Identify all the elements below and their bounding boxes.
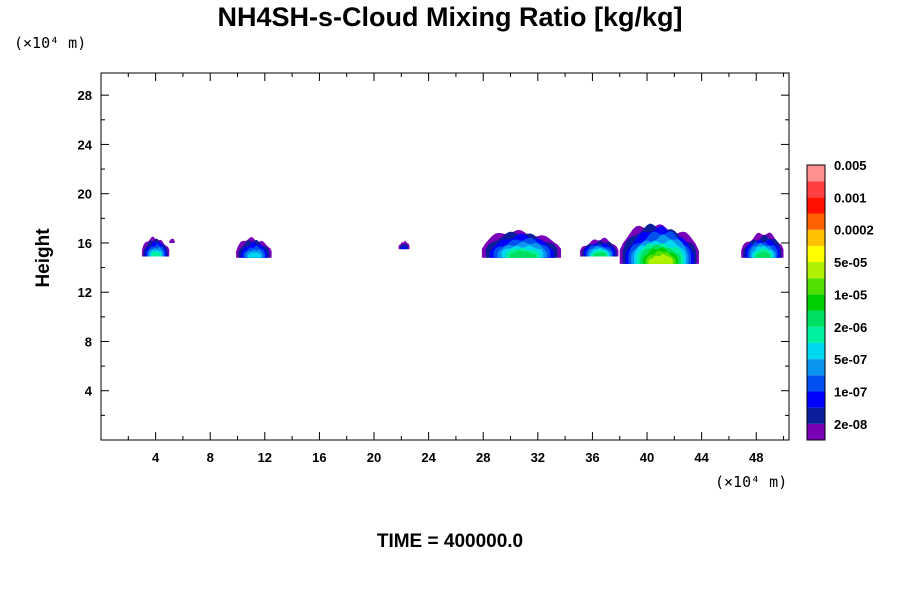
colorbar-swatch [807,310,825,327]
x-tick-label: 36 [585,450,599,465]
cloud-contour [401,246,407,250]
colorbar-frame [806,164,826,441]
chart-title: NH4SH-s-Cloud Mixing Ratio [kg/kg] [217,2,683,32]
y-tick-label: 24 [78,137,93,152]
cloud-contour [247,252,261,258]
cloud [169,238,175,243]
x-tick-label: 44 [694,450,709,465]
colorbar-swatch [807,391,825,408]
cloud [481,229,562,258]
x-tick-label: 40 [640,450,654,465]
colorbar-label: 0.001 [834,190,867,205]
colorbar-swatch [807,197,825,214]
x-tick-label: 20 [367,450,381,465]
colorbar-swatch [807,326,825,343]
colorbar-swatch [807,278,825,295]
colorbar-swatch [807,165,825,182]
colorbar-swatch [807,407,825,424]
colorbar-label: 1e-05 [834,287,867,302]
cloud-contour [756,251,771,258]
cloud-field [141,223,784,264]
y-axis-unit: (×10⁴ m) [14,34,87,52]
colorbar-label: 1e-07 [834,384,867,399]
y-tick-label: 16 [78,236,92,251]
x-axis-unit: (×10⁴ m) [715,473,788,491]
x-tick-label: 4 [152,450,160,465]
colorbar-swatch [807,229,825,246]
cloud [398,240,410,250]
colorbar-label: 0.005 [834,158,867,173]
x-tick-label: 12 [258,450,272,465]
y-tick-label: 20 [78,187,92,202]
x-tick-label: 28 [476,450,490,465]
cloud-contour [509,250,537,258]
x-tick-label: 16 [312,450,326,465]
x-tick-label: 48 [749,450,763,465]
colorbar-swatch [807,294,825,311]
plot-frame [100,72,790,441]
x-tick-label: 8 [207,450,214,465]
colorbar-label: 5e-07 [834,352,867,367]
x-tick-label: 32 [531,450,545,465]
cloud-contour [648,254,673,264]
cloud [619,223,699,264]
colorbar-label: 2e-08 [834,417,867,432]
y-tick-label: 8 [85,334,92,349]
colorbar-swatch [807,423,825,440]
cloud-contour [593,251,607,257]
colorbar-swatch [807,181,825,198]
colorbar-swatch [807,245,825,263]
cloud [741,232,784,258]
colorbar-label: 0.0002 [834,223,874,238]
colorbar-swatch [807,342,825,360]
cloud-contour [169,238,175,243]
cloud [141,236,170,257]
x-tick-label: 24 [421,450,436,465]
colorbar-swatch [807,359,825,376]
cloud-contour [151,251,161,257]
y-tick-label: 28 [78,88,92,103]
y-tick-label: 4 [85,384,93,399]
colorbar-label: 2e-06 [834,320,867,335]
y-axis-label: Height [33,228,54,288]
time-label: TIME = 400000.0 [376,531,524,552]
cloud [580,237,619,257]
colorbar-label: 5e-05 [834,255,867,270]
y-tick-label: 12 [78,285,92,300]
colorbar-swatch [807,375,825,392]
colorbar-swatch [807,262,825,279]
colorbar: 2e-08 1e-07 5e-07 2e-06 1e-05 5e-05 0.0002 0.00… [806,158,874,441]
cloud [236,237,272,258]
colorbar-swatch [807,213,825,230]
